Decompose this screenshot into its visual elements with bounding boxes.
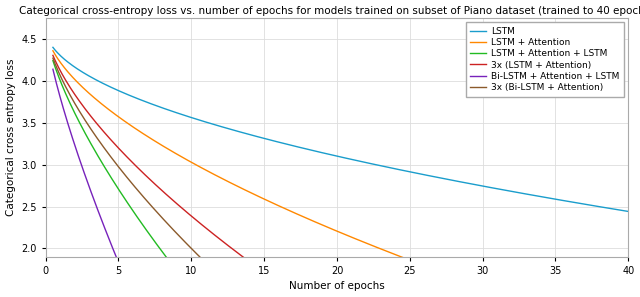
LSTM + Attention + LSTM: [49, 59, 57, 62]
Line: 3x (Bi-LSTM + Attention): 3x (Bi-LSTM + Attention): [53, 58, 628, 297]
LSTM: [625, 210, 632, 213]
LSTM: [611, 207, 618, 211]
Line: LSTM: LSTM: [53, 47, 628, 211]
LSTM: [392, 167, 399, 170]
Legend: LSTM, LSTM + Attention, LSTM + Attention + LSTM, 3x (LSTM + Attention), Bi-LSTM : LSTM, LSTM + Attention, LSTM + Attention…: [466, 22, 624, 97]
LSTM: [360, 160, 368, 164]
Bi-LSTM + Attention + LSTM: [49, 67, 57, 71]
Title: Categorical cross-entropy loss vs. number of epochs for models trained on subset: Categorical cross-entropy loss vs. numbe…: [19, 6, 640, 15]
Line: LSTM + Attention + LSTM: LSTM + Attention + LSTM: [53, 61, 628, 297]
LSTM: [326, 153, 333, 156]
Line: 3x (LSTM + Attention): 3x (LSTM + Attention): [53, 55, 628, 297]
LSTM + Attention: [323, 225, 330, 228]
LSTM + Attention: [49, 49, 57, 53]
LSTM: [521, 192, 529, 195]
LSTM + Attention: [326, 226, 333, 230]
X-axis label: Number of epochs: Number of epochs: [289, 282, 385, 291]
Y-axis label: Categorical cross entropy loss: Categorical cross entropy loss: [6, 59, 15, 216]
LSTM: [323, 152, 330, 155]
LSTM + Attention: [392, 253, 399, 256]
3x (LSTM + Attention): [49, 53, 57, 57]
3x (Bi-LSTM + Attention): [49, 56, 57, 60]
LSTM + Attention: [360, 241, 368, 244]
Line: Bi-LSTM + Attention + LSTM: Bi-LSTM + Attention + LSTM: [53, 69, 628, 297]
Line: LSTM + Attention: LSTM + Attention: [53, 51, 628, 297]
LSTM: [49, 45, 57, 49]
